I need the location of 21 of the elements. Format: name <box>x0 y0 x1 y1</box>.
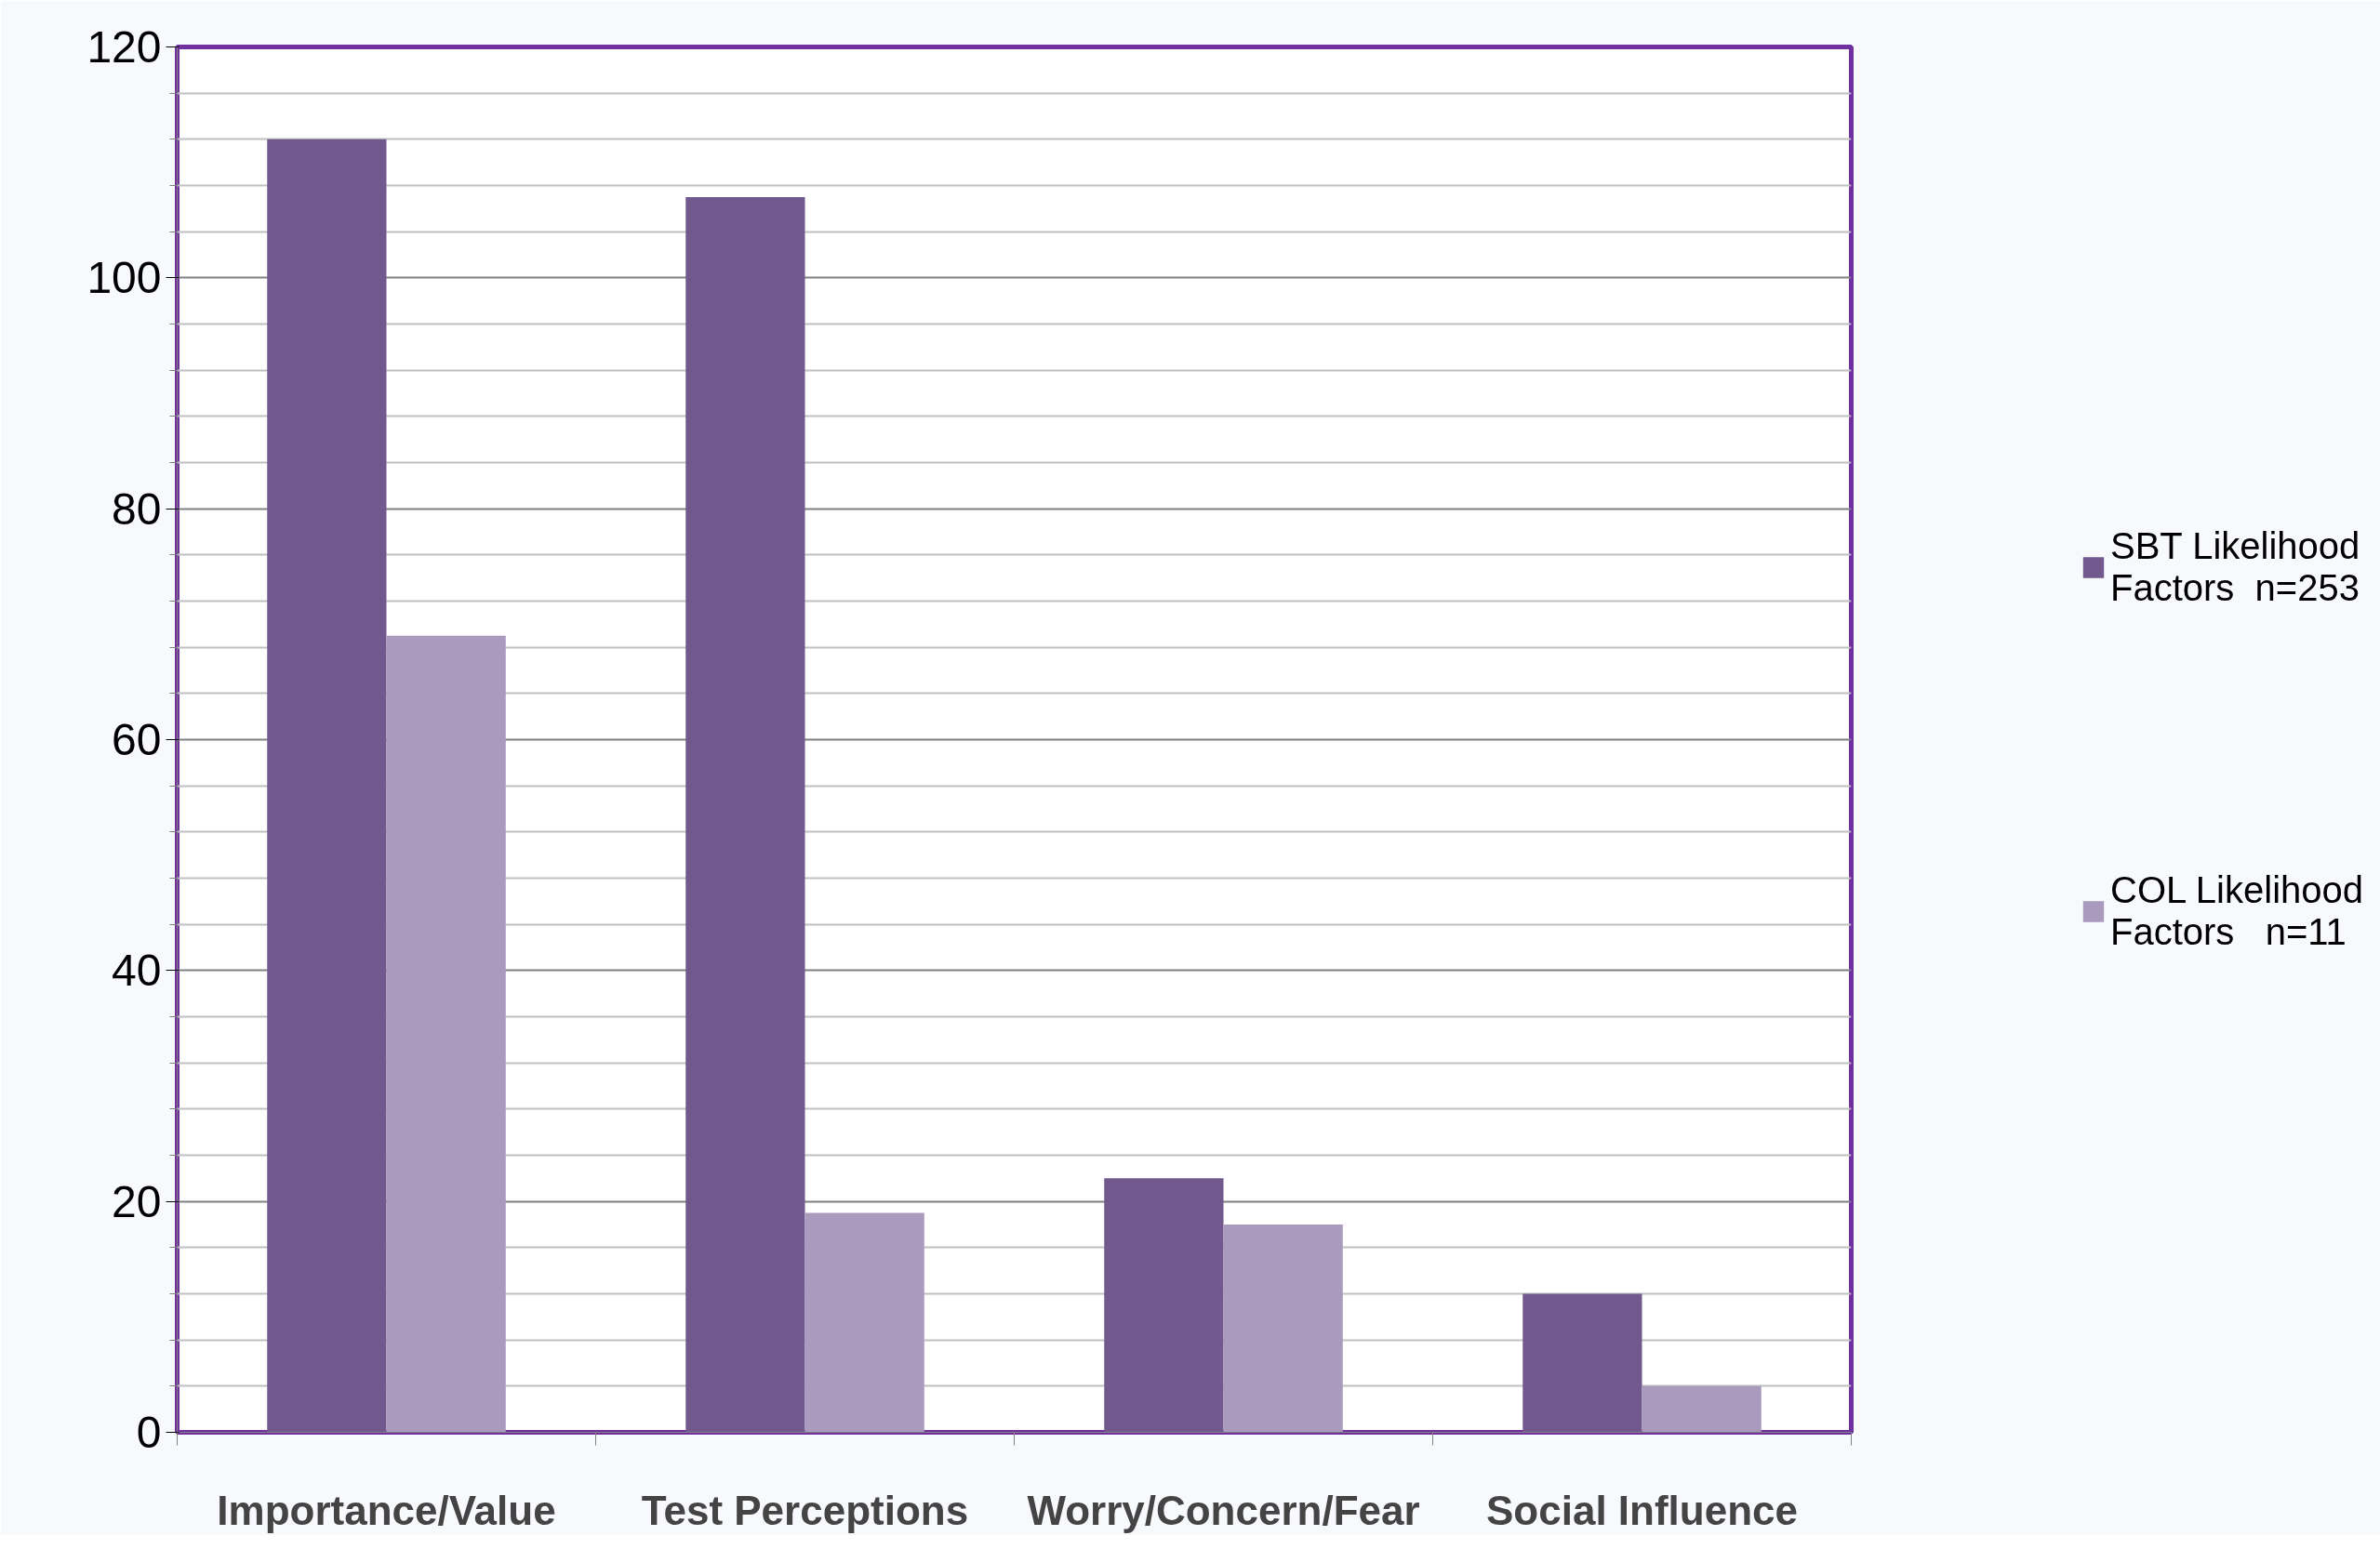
legend-label: SBT Likelihood Factors n=253 <box>2109 525 2360 609</box>
y-tick-label: 40 <box>112 946 162 996</box>
bar <box>1522 1293 1642 1433</box>
y-tick-label: 80 <box>112 483 162 534</box>
y-tick-label: 100 <box>86 253 162 303</box>
x-tick-label: Importance/Value <box>217 1487 556 1533</box>
bar <box>386 635 506 1433</box>
bar <box>1642 1385 1762 1433</box>
y-tick-label: 20 <box>112 1176 162 1226</box>
x-tick-label: Test Perceptions <box>641 1487 969 1533</box>
x-tick-label: Worry/Concern/Fear <box>1027 1487 1420 1533</box>
y-tick-label: 0 <box>136 1408 162 1457</box>
bar <box>1223 1225 1343 1433</box>
bar <box>685 196 805 1433</box>
y-tick-label: 60 <box>112 715 162 764</box>
bar <box>267 139 387 1433</box>
y-tick-label: 120 <box>86 22 162 72</box>
bar <box>1104 1178 1224 1433</box>
x-tick-label: Social Influence <box>1486 1487 1798 1533</box>
bar <box>804 1212 924 1433</box>
legend-label: COL Likelihood Factors n=11 <box>2109 869 2364 953</box>
